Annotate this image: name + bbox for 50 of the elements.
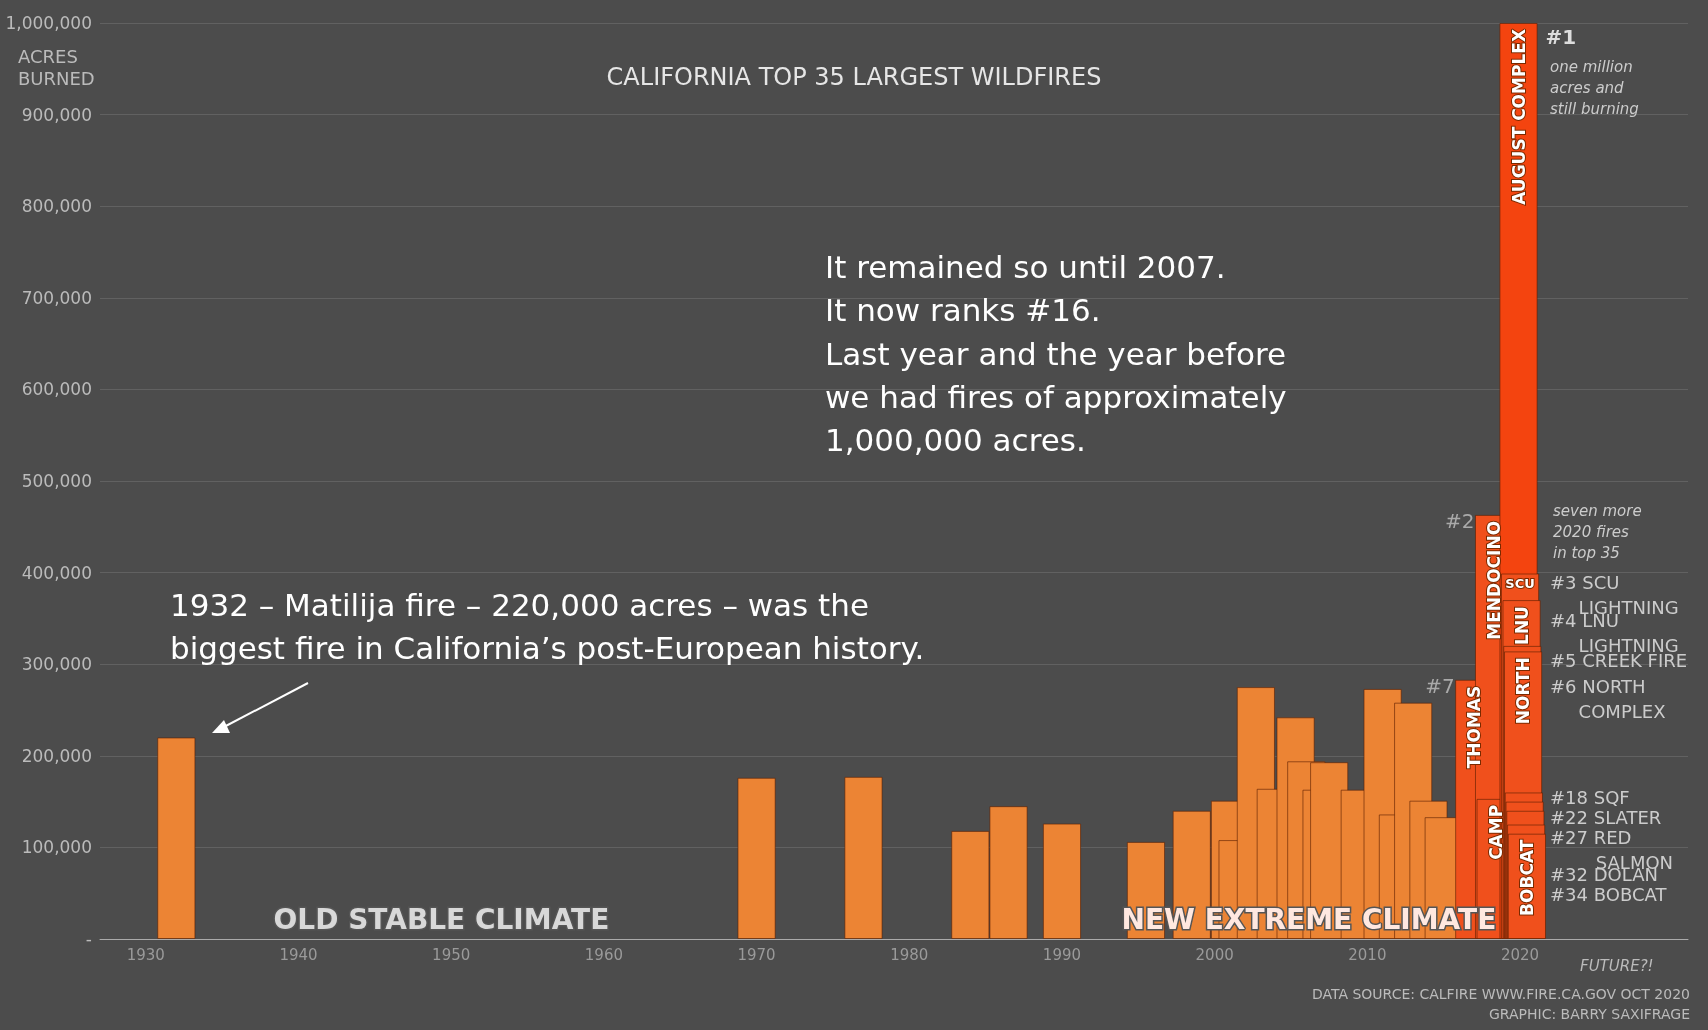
y-tick-label: 600,000 — [21, 379, 92, 400]
text: FUTURE?! — [1580, 956, 1654, 975]
y-tick-label: 900,000 — [21, 104, 92, 125]
bar — [844, 776, 883, 939]
x-tick-label: 1980 — [890, 945, 929, 964]
x-tick-label: 1960 — [584, 945, 623, 964]
data-label: SCU — [1505, 575, 1535, 591]
bar — [157, 737, 196, 939]
y-tick-label: - — [85, 929, 92, 949]
y-tick-label: 700,000 — [21, 287, 92, 308]
x-tick-label: 2020 — [1500, 945, 1540, 964]
x-tick-label: 1930 — [126, 945, 165, 964]
annotation: seven more 2020 fires in top 35 — [1553, 501, 1642, 562]
y-tick-label: 100,000 — [21, 837, 92, 858]
annotation: #7 — [1425, 673, 1455, 698]
text: CALIFORNIA TOP 35 LARGEST WILDFIRES — [606, 63, 1102, 91]
data-label: BOBCAT — [1516, 839, 1537, 916]
x-tick-label: 2010 — [1348, 945, 1387, 964]
data-label: MENDOCINO — [1484, 520, 1505, 640]
data-label: AUGUST COMPLEX — [1508, 29, 1529, 205]
data-label: NORTH — [1513, 657, 1534, 725]
y-tick-label: 300,000 — [21, 654, 92, 675]
y-tick-label: 400,000 — [21, 562, 92, 583]
annotation: #18 SQF — [1550, 787, 1630, 809]
annotation: one million acres and still burning — [1550, 57, 1639, 118]
y-axis-title: ACRES BURNED — [18, 45, 95, 89]
data-label: LNU — [1511, 606, 1532, 645]
annotation: #22 SLATER — [1550, 807, 1662, 829]
bar — [737, 777, 776, 939]
annotation: 1932 – Matilija fire – 220,000 acres – was the biggest fire in California’s post-European history. — [170, 586, 925, 667]
y-tick-label: 1,000,000 — [5, 13, 92, 33]
x-tick-label: 2000 — [1195, 945, 1234, 964]
data-label: CAMP — [1485, 804, 1506, 860]
y-tick-label: 800,000 — [21, 196, 92, 217]
annotation: #6 NORTH COMPLEX — [1550, 676, 1666, 723]
x-tick-label: 1990 — [1042, 945, 1082, 964]
annotation: OLD STABLE CLIMATE — [273, 903, 610, 937]
y-tick-label: 200,000 — [21, 745, 92, 766]
x-tick-label: 1950 — [432, 945, 471, 964]
annotation: #2 — [1444, 508, 1475, 533]
bar — [1042, 823, 1082, 939]
x-tick-label: 1970 — [737, 945, 776, 964]
annotation: #1 — [1545, 25, 1577, 49]
text: GRAPHIC: BARRY SAXIFRAGE — [1488, 1005, 1691, 1022]
annotation: #34 BOBCAT — [1550, 884, 1668, 906]
x-tick-label: 1940 — [279, 945, 318, 964]
annotation: It remained so until 2007. It now ranks #16. Last year and the year before we had fires of approximately 1,000,000 acres. — [825, 248, 1287, 459]
y-tick-label: 500,000 — [21, 471, 92, 491]
data-label: THOMAS — [1464, 685, 1485, 769]
source-note: DATA SOURCE: CALFIRE WWW.FIRE.CA.GOV OCT 2020 — [1311, 985, 1691, 1002]
